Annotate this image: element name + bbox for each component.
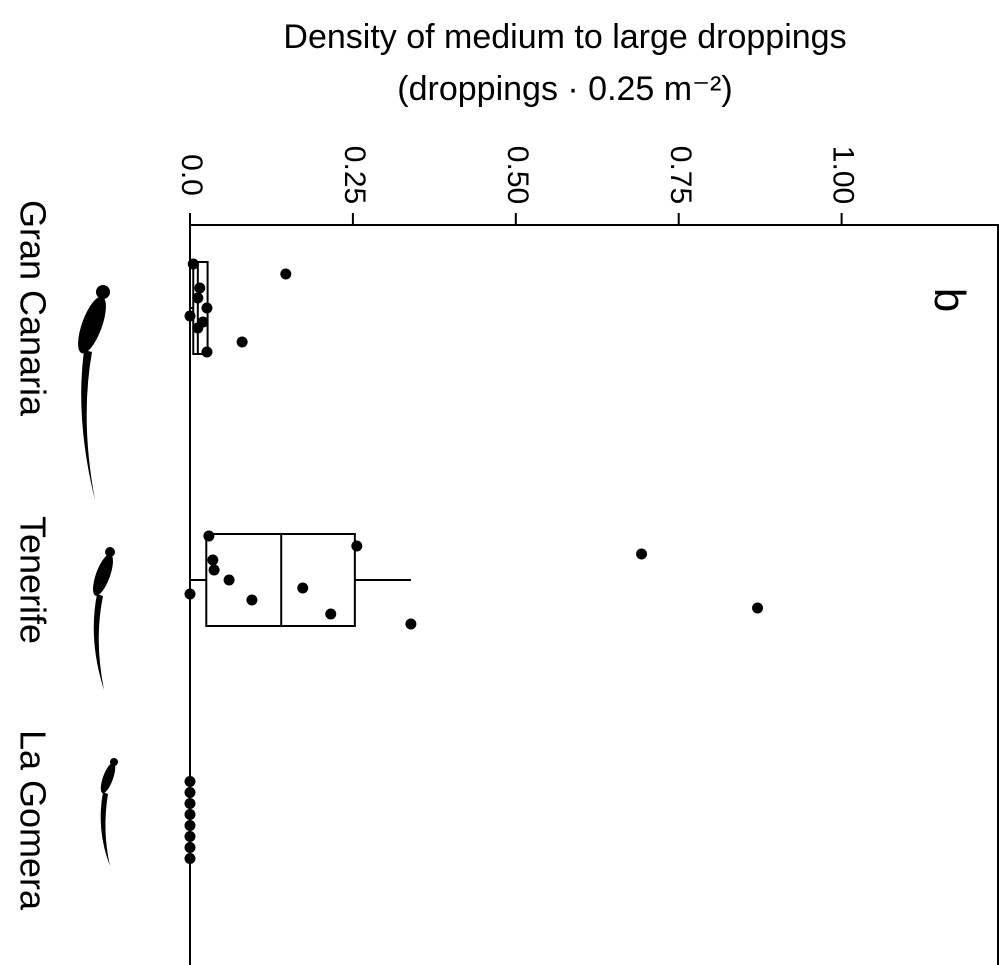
lizard-icons	[78, 285, 118, 866]
data-point	[184, 310, 196, 322]
category-label: Gran Canaria	[12, 200, 53, 417]
panel-label: b	[925, 288, 974, 312]
data-point	[208, 564, 220, 576]
x-tick-label: 0.75	[664, 146, 697, 204]
data-point	[203, 530, 215, 542]
data-point	[184, 842, 196, 853]
data-point	[192, 292, 204, 304]
data-point	[184, 787, 196, 798]
data-point	[194, 282, 206, 294]
plot-frame	[189, 224, 999, 965]
data-point	[187, 258, 199, 270]
data-point	[223, 574, 235, 586]
data-point	[184, 776, 196, 787]
data-point	[351, 540, 363, 552]
category-label: Tenerife	[12, 516, 53, 644]
chart-subtitle: (droppings · 0.25 m⁻²)	[397, 70, 732, 108]
data-point	[184, 588, 196, 600]
x-tick-label: 0.0	[175, 154, 208, 196]
x-tick-label: 0.25	[338, 146, 371, 204]
category-label: La Gomera	[12, 730, 53, 911]
x-tick-label: 1.00	[827, 146, 860, 204]
data-point	[636, 548, 648, 560]
data-point	[207, 554, 219, 566]
data-point	[297, 582, 309, 594]
data-point	[280, 268, 292, 280]
data-point	[184, 809, 196, 820]
data-point	[246, 594, 258, 606]
chart-title: Density of medium to large droppings	[283, 18, 846, 56]
data-point	[184, 820, 196, 831]
data-point	[201, 346, 213, 358]
data-point	[405, 618, 417, 630]
data-point	[201, 302, 213, 314]
x-tick-label: 0.50	[501, 146, 534, 204]
data-point	[236, 336, 248, 348]
data-point	[752, 602, 764, 614]
data-point	[184, 831, 196, 842]
data-point	[325, 608, 337, 620]
data-point	[184, 853, 196, 864]
data-point	[184, 798, 196, 809]
data-point	[197, 316, 209, 328]
